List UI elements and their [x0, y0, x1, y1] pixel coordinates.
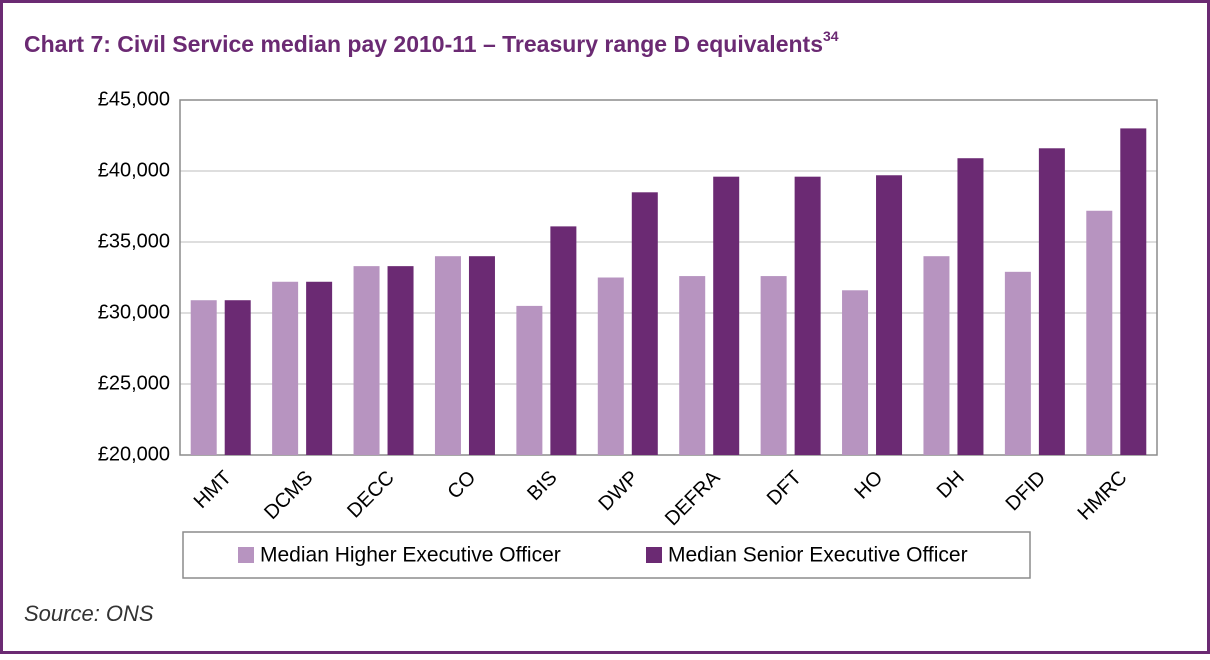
x-tick-label: HMRC: [1074, 467, 1132, 525]
x-tick-label: DEFRA: [661, 466, 725, 530]
bar: [550, 226, 577, 455]
x-tick-label: HO: [851, 467, 888, 504]
y-tick-label: £45,000: [98, 88, 170, 110]
legend-label: Median Senior Executive Officer: [668, 544, 968, 567]
bar: [1004, 271, 1031, 455]
title-footnote: 34: [823, 28, 839, 44]
bar: [272, 281, 299, 455]
bar: [760, 276, 787, 455]
bar: [1038, 148, 1065, 455]
bar: [353, 266, 380, 455]
x-tick-label: DH: [933, 467, 969, 503]
y-tick-label: £35,000: [98, 230, 170, 252]
bar: [468, 256, 495, 455]
bar: [957, 158, 984, 455]
y-tick-label: £30,000: [98, 301, 170, 323]
x-tick-label: DWP: [595, 467, 644, 516]
x-tick-label: DECC: [343, 467, 399, 523]
bar: [876, 175, 903, 455]
bar: [597, 277, 624, 455]
bar: [190, 300, 217, 455]
x-tick-label: BIS: [523, 467, 561, 505]
x-tick-label: HMT: [190, 467, 236, 513]
bar: [434, 256, 461, 455]
y-tick-label: £25,000: [98, 372, 170, 394]
bar: [842, 290, 869, 455]
legend-swatch: [238, 547, 254, 563]
bar: [679, 276, 706, 455]
legend-label: Median Higher Executive Officer: [260, 544, 561, 567]
bar: [713, 176, 740, 455]
bar: [387, 266, 414, 455]
bar: [1086, 210, 1113, 455]
y-tick-label: £20,000: [98, 443, 170, 465]
x-tick-label: DFT: [763, 467, 806, 510]
legend-swatch: [646, 547, 662, 563]
plot-border: [179, 99, 1158, 456]
title-text: Chart 7: Civil Service median pay 2010-1…: [24, 31, 823, 57]
bar: [923, 256, 950, 455]
bar: [631, 192, 658, 456]
x-tick-label: CO: [443, 467, 480, 504]
bar: [516, 305, 543, 455]
chart-title: Chart 7: Civil Service median pay 2010-1…: [24, 28, 839, 57]
bar: [794, 176, 821, 455]
bar: [224, 300, 251, 455]
y-tick-label: £40,000: [98, 159, 170, 181]
x-tick-label: DCMS: [260, 467, 317, 524]
x-tick-label: DFID: [1002, 467, 1051, 516]
legend-box: [182, 531, 1031, 579]
bar: [1120, 128, 1147, 455]
bar: [306, 281, 333, 455]
source: Source: ONS: [24, 601, 154, 626]
